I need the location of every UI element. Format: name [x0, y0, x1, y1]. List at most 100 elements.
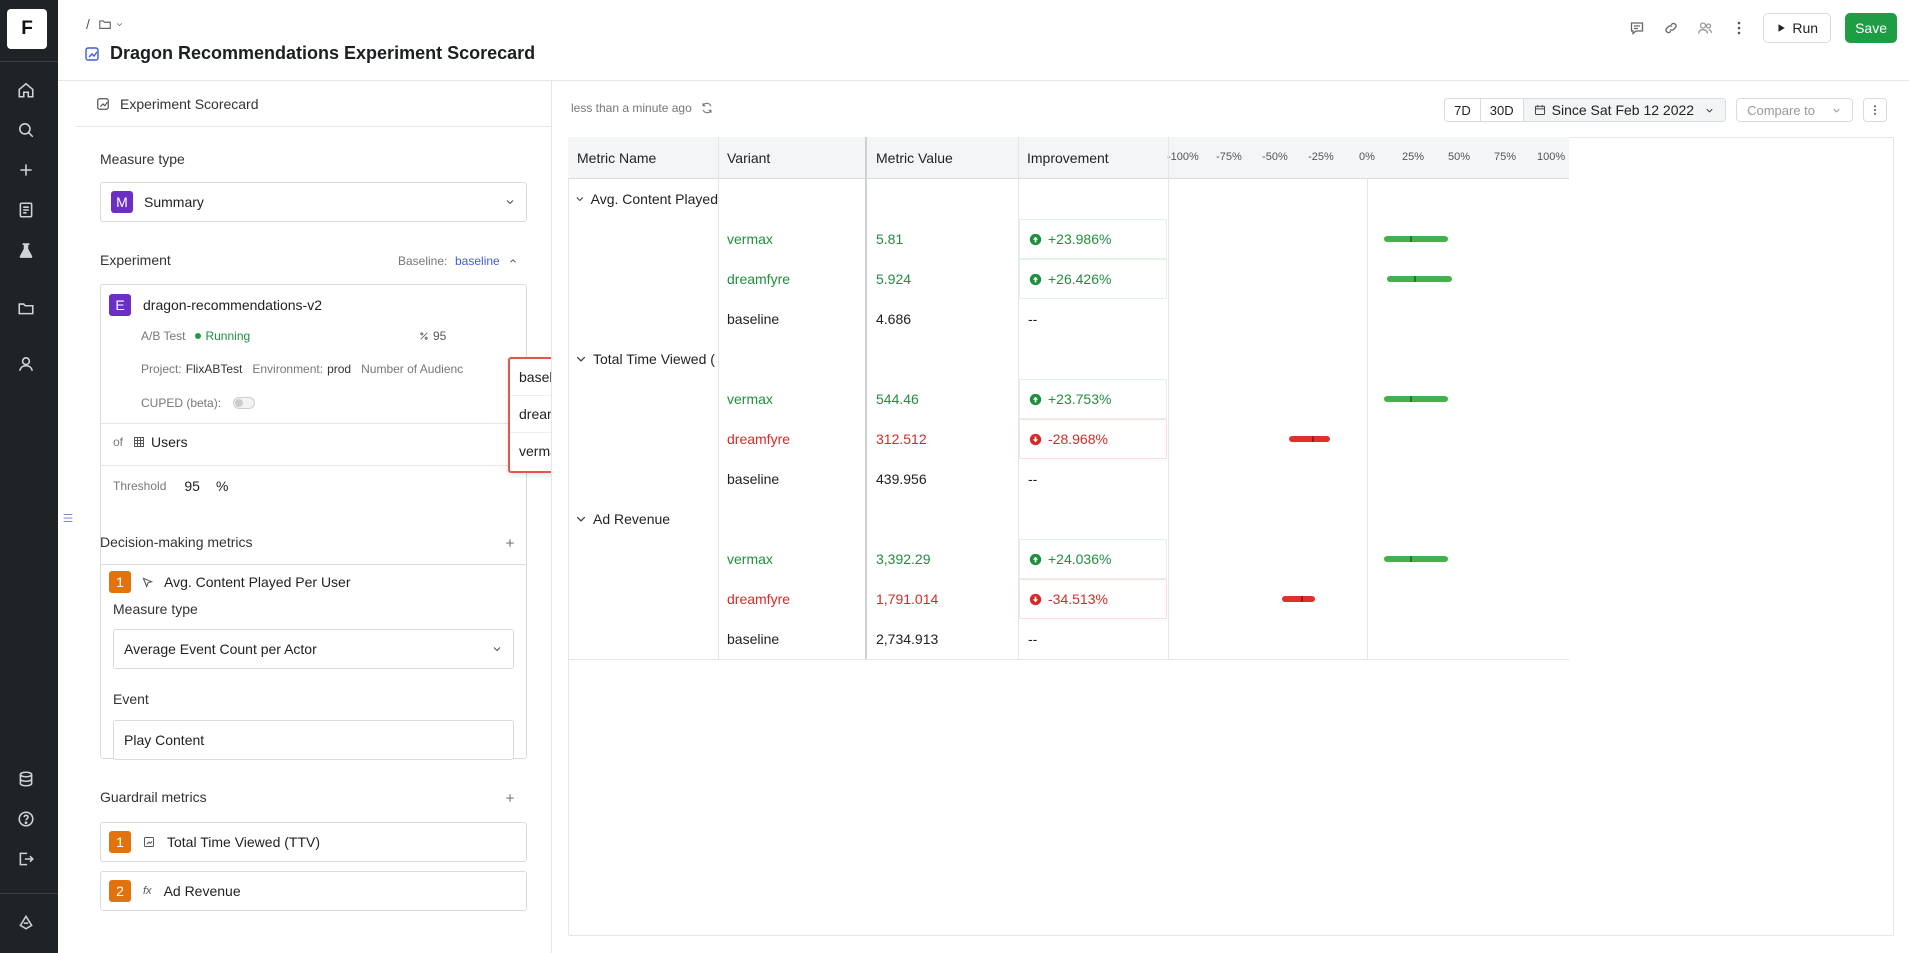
plus-icon[interactable]: [15, 159, 37, 181]
app-logo[interactable]: F: [7, 9, 47, 49]
experiment-icon[interactable]: [15, 239, 37, 261]
column-divider: [1018, 137, 1019, 659]
refresh-icon[interactable]: [700, 101, 714, 115]
chevron-down-icon: [506, 200, 514, 205]
add-decision-metric-icon[interactable]: [504, 537, 516, 549]
column-header: Metric Name: [568, 137, 718, 179]
baseline-option[interactable]: dreamfyre: [510, 396, 551, 433]
point-estimate-marker: [1414, 276, 1417, 282]
metric-group-row[interactable]: Ad Revenue: [568, 499, 718, 539]
experiment-name[interactable]: dragon-recommendations-v2: [143, 297, 322, 313]
notebook-icon[interactable]: [15, 199, 37, 221]
improvement-text: +23.753%: [1048, 391, 1112, 407]
search-icon[interactable]: [15, 119, 37, 141]
custom-range-button[interactable]: Since Sat Feb 12 2022: [1523, 99, 1726, 121]
user-icon[interactable]: [15, 353, 37, 375]
improvement-value: +26.426%: [1019, 259, 1167, 299]
improvement-value: --: [1019, 459, 1167, 499]
cuped-toggle[interactable]: [233, 397, 256, 409]
experiment-card: E dragon-recommendations-v2 A/B Test Run…: [100, 284, 527, 583]
comment-icon[interactable]: [1627, 18, 1647, 38]
improvement-value: +23.986%: [1019, 219, 1167, 259]
confidence-interval-bar[interactable]: [1289, 436, 1330, 442]
last-updated: less than a minute ago: [571, 101, 714, 115]
threshold-input[interactable]: 95 %: [184, 478, 228, 494]
confidence-interval-bar[interactable]: [1383, 236, 1449, 242]
axis-tick-label: 50%: [1448, 151, 1471, 163]
database-icon[interactable]: [15, 768, 37, 790]
breadcrumb: /: [86, 16, 124, 32]
range-7d-button[interactable]: 7D: [1445, 99, 1481, 121]
event-select[interactable]: Play Content: [113, 720, 514, 760]
folder-icon[interactable]: [15, 297, 37, 319]
folder-icon[interactable]: [98, 17, 124, 31]
metric-group-row[interactable]: Avg. Content Played: [568, 179, 718, 219]
results-options-button[interactable]: [1863, 98, 1887, 122]
link-icon[interactable]: [1661, 18, 1681, 38]
metric-value: 5.81: [876, 231, 904, 247]
metric-measure-type-value: Average Event Count per Actor: [124, 641, 317, 657]
breadcrumb-separator: /: [86, 16, 90, 32]
guardrail-metric-card[interactable]: 1 Total Time Viewed (TTV): [100, 822, 527, 862]
baseline-selector[interactable]: baseline: [455, 254, 518, 268]
config-panel: Experiment Scorecard Measure type M Summ…: [58, 81, 552, 953]
scorecard-body: Avg. Content Played vermax 5.81 +23.986% dre…: [568, 137, 1569, 660]
variant-name: dreamfyre: [727, 271, 791, 287]
confidence-interval-bar[interactable]: [1281, 596, 1316, 602]
arrow-up-icon: [1029, 393, 1042, 405]
experiment-type: A/B Test: [141, 329, 186, 343]
metric-measure-type-select[interactable]: Average Event Count per Actor: [113, 629, 514, 669]
metric-group-row[interactable]: Total Time Viewed (: [568, 339, 718, 379]
actor-selector[interactable]: Users: [133, 434, 188, 450]
chevron-down-icon[interactable]: [575, 353, 587, 365]
status-text: Running: [205, 329, 251, 343]
save-button[interactable]: Save: [1845, 13, 1897, 43]
metric-value: 4.686: [876, 311, 912, 327]
app-rail: F: [0, 0, 58, 953]
page-title[interactable]: Dragon Recommendations Experiment Scorec…: [110, 43, 536, 63]
baseline-dropdown: baseline dreamfyre vermax: [508, 357, 551, 473]
environment-value: prod: [327, 362, 352, 376]
arrow-up-icon: [1029, 273, 1042, 285]
metric-value: 5.924: [876, 271, 912, 287]
compare-to-select[interactable]: Compare to: [1736, 98, 1853, 122]
guardrail-metric-card[interactable]: 2 fx Ad Revenue: [100, 871, 527, 911]
run-button[interactable]: Run: [1763, 13, 1832, 43]
improvement-value: --: [1019, 619, 1167, 659]
chevron-down-icon[interactable]: [575, 193, 585, 205]
confidence-interval-bar[interactable]: [1387, 276, 1453, 282]
drag-handle-icon[interactable]: [61, 511, 75, 525]
share-users-icon[interactable]: [1695, 18, 1715, 38]
variant-name: baseline: [727, 311, 780, 327]
improvement-text: -28.968%: [1048, 431, 1108, 447]
baseline-option[interactable]: baseline: [510, 359, 551, 396]
play-icon: [1778, 24, 1786, 32]
help-icon[interactable]: [15, 808, 37, 830]
environment-label: Environment:: [252, 362, 324, 376]
percent-icon: [420, 332, 428, 340]
cuped-label: CUPED (beta):: [141, 396, 222, 410]
confidence-interval-bar[interactable]: [1383, 556, 1449, 562]
improvement-text: --: [1028, 311, 1038, 327]
column-divider: [1168, 137, 1169, 659]
range-30d-button[interactable]: 30D: [1480, 99, 1524, 121]
baseline-value: baseline: [455, 254, 500, 268]
metric-name[interactable]: Avg. Content Played Per User: [164, 574, 351, 590]
axis-tick-label: 100%: [1536, 151, 1566, 163]
event-value: Play Content: [124, 732, 205, 748]
logout-icon[interactable]: [15, 848, 37, 870]
chevron-down-icon: [1706, 108, 1713, 113]
confidence-interval-bar[interactable]: [1383, 396, 1449, 402]
chevron-down-icon[interactable]: [575, 513, 587, 525]
zero-line: [1367, 179, 1368, 659]
measure-type-select[interactable]: M Summary: [100, 182, 527, 222]
table-bottom-border: [568, 659, 1569, 660]
more-options-icon[interactable]: [1729, 18, 1749, 38]
guardrail-name: Ad Revenue: [163, 883, 241, 899]
panel-header[interactable]: Experiment Scorecard: [76, 81, 551, 127]
add-guardrail-metric-icon[interactable]: [504, 792, 516, 804]
baseline-option[interactable]: vermax: [519, 443, 551, 459]
home-icon[interactable]: [15, 79, 37, 101]
date-range-picker: 7D 30D Since Sat Feb 12 2022: [1444, 98, 1727, 122]
of-label: of: [113, 435, 124, 449]
